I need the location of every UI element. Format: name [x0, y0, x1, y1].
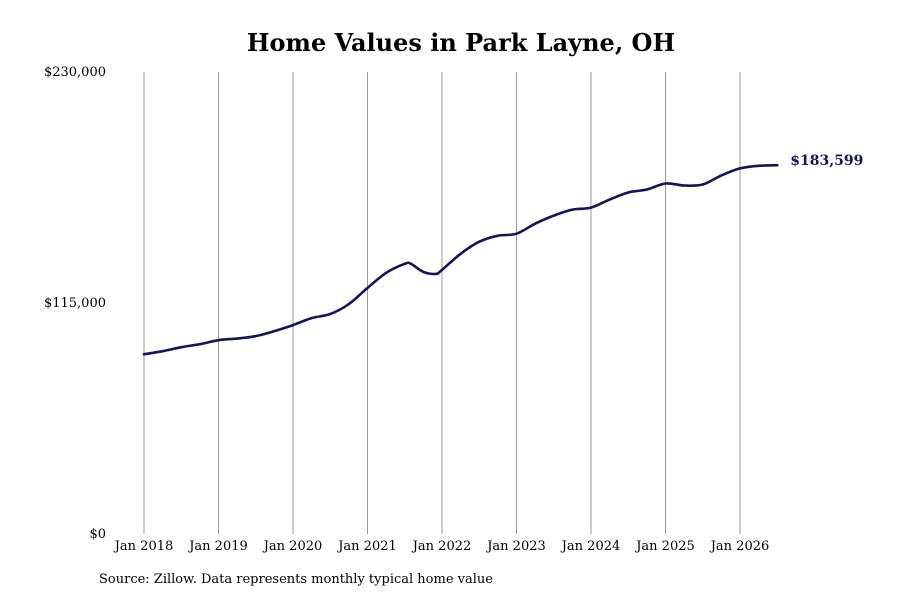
y-tick-label: $0: [89, 527, 106, 542]
x-tick-label: Jan 2022: [411, 539, 472, 554]
x-tick-label: Jan 2020: [262, 539, 323, 554]
data-point: [757, 164, 760, 168]
data-point: [198, 342, 202, 346]
data-point: [589, 206, 593, 209]
data-point: [273, 329, 276, 333]
data-point: [552, 214, 555, 217]
source-note: Source: Zillow. Data represents monthly …: [99, 572, 493, 587]
end-value-label: $183,599: [790, 153, 863, 169]
x-tick-label: Jan 2018: [113, 539, 174, 554]
data-point: [329, 312, 332, 316]
data-point: [180, 345, 183, 349]
data-point: [409, 262, 413, 266]
data-point: [571, 208, 574, 211]
x-tick-label: Jan 2021: [336, 539, 397, 554]
data-point: [347, 302, 351, 306]
data-point: [254, 334, 257, 338]
data-point: [496, 234, 500, 237]
data-point: [161, 350, 164, 353]
x-tick-label: Jan 2024: [560, 539, 621, 554]
data-point: [682, 184, 686, 187]
data-point: [366, 286, 369, 290]
data-point: [738, 167, 742, 170]
data-point: [403, 262, 406, 266]
y-tick-label: $230,000: [44, 65, 106, 80]
data-point: [434, 272, 437, 276]
data-point: [142, 353, 146, 356]
data-point: [291, 323, 295, 327]
data-point: [627, 191, 630, 194]
data-point: [310, 316, 313, 320]
chart-title: Home Values in Park Layne, OH: [247, 28, 675, 57]
data-point: [384, 271, 388, 275]
data-point: [422, 270, 425, 274]
x-tick-label: Jan 2026: [709, 539, 770, 554]
data-point: [664, 182, 667, 185]
data-point: [478, 240, 481, 243]
data-point: [533, 222, 537, 225]
data-point: [515, 232, 518, 235]
x-tick-label: Jan 2023: [485, 539, 546, 554]
series-line: [142, 163, 779, 356]
data-point: [235, 337, 239, 340]
y-tick-label: $115,000: [44, 296, 106, 311]
data-point: [776, 164, 779, 167]
y-axis: $0 $115,000 $230,000: [44, 65, 106, 542]
data-point: [217, 338, 220, 342]
series-layer: $183,599: [142, 153, 863, 356]
grid-layer: [143, 72, 741, 534]
data-point: [608, 198, 611, 201]
data-point: [701, 183, 704, 186]
x-tick-label: Jan 2019: [187, 539, 248, 554]
data-point: [720, 174, 723, 177]
x-axis: Jan 2018 Jan 2019 Jan 2020 Jan 2021 Jan 2022…: [113, 539, 770, 554]
x-tick-label: Jan 2025: [634, 539, 695, 554]
data-point: [440, 268, 444, 272]
data-point: [645, 188, 649, 191]
data-point: [459, 252, 462, 255]
